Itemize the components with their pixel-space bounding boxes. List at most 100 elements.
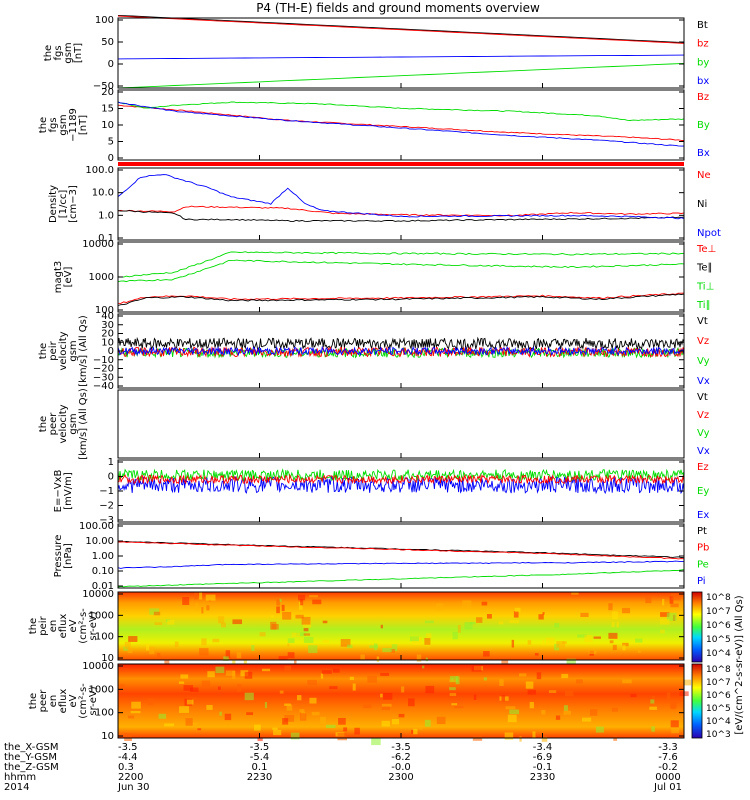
ytick-label: 10 — [101, 120, 114, 131]
heatmap-cell — [149, 646, 155, 655]
heatmap-cell — [217, 686, 221, 690]
ytick-label: 10 — [101, 653, 114, 664]
legend-Te∥: Te∥ — [696, 263, 713, 274]
ytick-label: 10000 — [82, 589, 114, 600]
heatmap-cell — [164, 723, 175, 727]
heatmap-cell — [322, 639, 329, 643]
colorbar-bottom — [691, 663, 703, 739]
legend-Vy: Vy — [697, 428, 710, 439]
heatmap-cell — [548, 690, 557, 693]
heatmap-cell — [589, 709, 598, 716]
heatmap-cell — [381, 720, 390, 727]
heatmap-cell — [622, 679, 632, 684]
legend-Ti∥: Ti∥ — [696, 300, 711, 311]
footer-ephemeris: the_X-GSMthe_Y-GSMthe_Z-GSMhhmm2014-3.5-… — [4, 742, 682, 793]
ylabel-line: en — [48, 620, 59, 633]
footer-label: hhmm — [4, 772, 36, 783]
colorbar-tick: 10^5 — [706, 635, 731, 645]
ytick-label: 0.01 — [92, 581, 114, 592]
heatmap-cell — [221, 622, 226, 628]
heatmap-cell — [264, 702, 267, 709]
panel-9: 10000 1000 100 10 the peir en eflux eV (cm²-s-sr-… — [28, 589, 685, 667]
heatmap-cell — [174, 641, 179, 648]
heatmap-cell — [409, 636, 419, 642]
legend-Ex: Ex — [697, 510, 709, 521]
legend-bx: bx — [697, 76, 709, 87]
heatmap-cell — [284, 715, 295, 722]
heatmap-cell — [595, 726, 604, 733]
ytick-label: 0.1 — [98, 233, 114, 244]
ytick-label: 1000 — [89, 684, 114, 695]
series-Bz — [117, 104, 685, 141]
heatmap-cell — [164, 657, 170, 665]
heatmap-cell — [352, 683, 356, 691]
heatmap-cell — [178, 681, 185, 684]
heatmap-cell — [563, 705, 568, 711]
heatmap-cell — [257, 737, 263, 742]
legend-Bz: Bz — [697, 92, 709, 103]
heatmap-cell — [332, 668, 340, 673]
footer-value: -3.5 — [391, 742, 411, 753]
heatmap-cell — [212, 638, 220, 643]
ylabel-line: [mV/m] — [63, 472, 74, 510]
heatmap-cell — [343, 727, 348, 732]
heatmap-cell — [529, 701, 534, 709]
heatmap-cell — [271, 615, 274, 618]
footer-value: -7.6 — [658, 752, 678, 763]
ylabel-line: (cm²-s- — [78, 683, 89, 719]
heatmap-cell — [153, 611, 161, 616]
heatmap-cell — [119, 684, 125, 690]
heatmap-cell — [473, 694, 477, 700]
ylabel-line: the — [28, 693, 39, 709]
heatmap-cell — [279, 690, 284, 694]
ylabel-line: gsm — [58, 114, 69, 135]
heatmap-cell — [225, 650, 231, 658]
heatmap-cell — [413, 728, 418, 735]
heatmap-cell — [188, 722, 198, 727]
legend-Vt: Vt — [697, 316, 708, 327]
heatmap-cell — [309, 697, 317, 704]
ylabel-line: [cm−3] — [68, 185, 79, 223]
heatmap-cell — [281, 604, 285, 612]
heatmap-cell — [542, 612, 545, 615]
heatmap-cell — [555, 715, 561, 720]
heatmap-cell — [380, 693, 383, 698]
heatmap-cell — [383, 692, 393, 700]
legend-Ey: Ey — [697, 486, 709, 497]
heatmap-cell — [671, 726, 680, 734]
heatmap-cell — [218, 616, 225, 624]
heatmap-cell — [426, 633, 432, 639]
heatmap-cell — [651, 726, 655, 732]
ylabel-line: the — [38, 117, 49, 133]
heatmap-cell — [650, 699, 655, 704]
legend-Vt: Vt — [697, 392, 708, 403]
heatmap-cell — [452, 631, 458, 640]
heatmap-cell — [195, 603, 199, 611]
heatmap-cell — [588, 650, 597, 654]
legend-Vx: Vx — [697, 376, 710, 387]
heatmap-cell — [391, 644, 398, 652]
panel-frame — [117, 459, 685, 523]
heatmap-cell — [449, 676, 458, 683]
colorbar-tick: 10^4 — [706, 717, 731, 727]
legend-Npot: Npot — [697, 228, 721, 239]
ylabel-line: peer — [38, 689, 49, 713]
heatmap-cell — [282, 611, 292, 620]
ylabel-line: fgs — [53, 45, 64, 60]
heatmap-cell — [279, 598, 282, 602]
heatmap-cell — [237, 684, 242, 693]
heatmap-cell — [287, 652, 295, 659]
ytick-label: 1.00 — [92, 551, 114, 562]
heatmap-cell — [635, 638, 643, 643]
heatmap-cell — [179, 706, 190, 713]
heatmap-cell — [449, 687, 456, 691]
heatmap-cell — [145, 643, 150, 651]
ytick-label: 40 — [101, 311, 114, 322]
ytick-label: 20 — [101, 87, 114, 98]
ylabel-line: E=−VxB — [53, 470, 64, 513]
heatmap-cell — [645, 596, 652, 604]
heatmap-cell — [131, 701, 141, 709]
heatmap-cell — [244, 671, 253, 679]
footer-value: -5.4 — [250, 752, 270, 763]
heatmap-cell — [224, 713, 232, 721]
